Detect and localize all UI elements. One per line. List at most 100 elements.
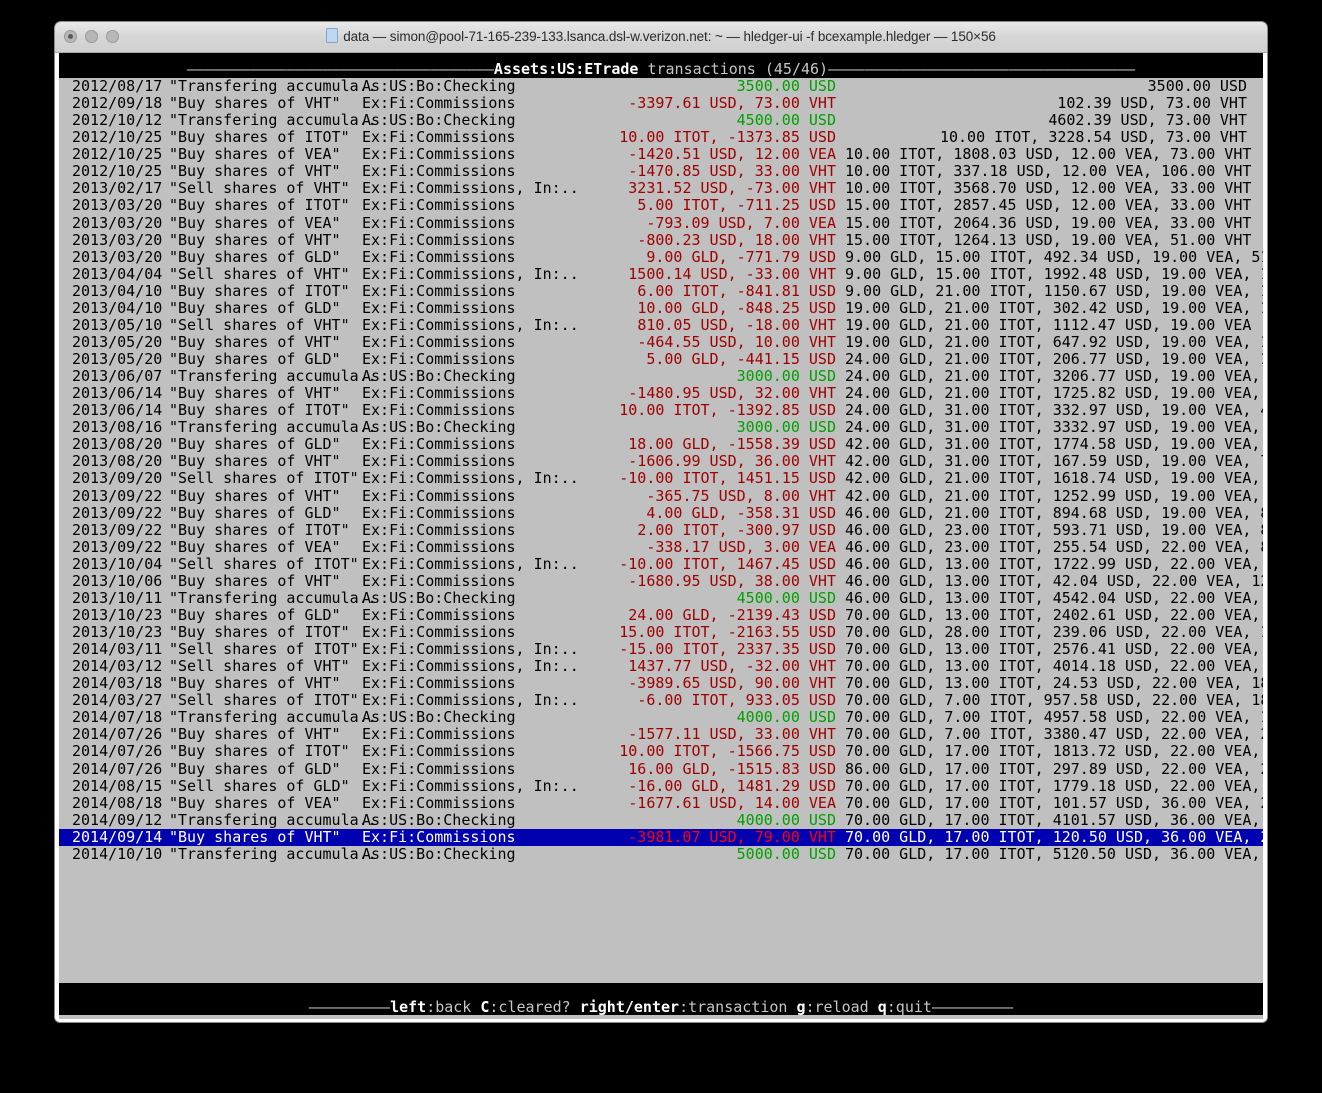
close-button[interactable] <box>64 30 77 43</box>
table-row[interactable]: 2013/02/17 "Sell shares of VHT" Ex:Fi:Comm… <box>59 180 1263 197</box>
table-row[interactable]: 2014/07/26 "Buy shares of ITOT" Ex:Fi:Comm… <box>59 743 1263 760</box>
table-row[interactable]: 2014/07/26 "Buy shares of GLD" Ex:Fi:Commi… <box>59 759 1263 778</box>
table-row[interactable]: 2013/09/22 "Buy shares of VHT" Ex:Fi:Commi… <box>59 487 1263 505</box>
transaction-amount: 3500.00 USD <box>736 77 836 95</box>
table-row[interactable]: 2012/10/25 "Buy shares of VHT" Ex:Fi:Commi… <box>59 163 1263 180</box>
table-row[interactable]: 2013/03/20 "Buy shares of VEA" Ex:Fi:Commi… <box>59 214 1263 232</box>
table-row[interactable]: 2013/04/10 "Buy shares of ITOT" Ex:Fi:Comm… <box>59 281 1263 300</box>
footer-separator <box>571 999 580 1015</box>
table-row[interactable]: 2014/10/10 "Transfering accumula.. As:US:B… <box>59 845 1263 863</box>
table-row[interactable]: 2012/10/25 "Buy shares of ITOT" Ex:Fi:Comm… <box>59 129 1263 146</box>
transaction-description: "Transfering accumula.. <box>169 588 377 607</box>
transaction-description: "Buy shares of ITOT" <box>169 281 350 300</box>
terminal-body: ——————————————————————————————————Assets… <box>55 53 1267 1022</box>
transaction-amount: 10.00 GLD, -848.25 USD <box>637 298 836 317</box>
transaction-amount: -1606.99 USD, 36.00 VHT <box>628 452 836 471</box>
transaction-balance: 70.00 GLD, 17.00 ITOT, 1779.18 USD, 22.0… <box>845 776 1261 795</box>
transaction-account: Ex:Fi:Commissions <box>362 725 516 744</box>
transaction-date: 2014/09/14 <box>72 827 163 846</box>
table-row[interactable]: 2013/09/22 "Buy shares of VEA" Ex:Fi:Commi… <box>59 537 1263 556</box>
transaction-balance: 10.00 ITOT, 1808.03 USD, 12.00 VEA, 73.0… <box>845 145 1252 164</box>
table-row[interactable]: 2013/06/14 "Buy shares of ITOT" Ex:Fi:Comm… <box>59 402 1263 419</box>
transaction-amount: 3231.52 USD, -73.00 VHT <box>628 179 836 198</box>
transaction-account: Ex:Fi:Commissions <box>362 435 516 454</box>
table-row[interactable]: 2013/05/20 "Buy shares of VHT" Ex:Fi:Commi… <box>59 333 1263 351</box>
transaction-date: 2013/02/17 <box>72 179 163 198</box>
table-row[interactable]: 2013/04/04 "Sell shares of VHT" Ex:Fi:Comm… <box>59 265 1263 283</box>
table-row[interactable]: 2013/05/10 "Sell shares of VHT" Ex:Fi:Comm… <box>59 315 1263 334</box>
transaction-date: 2013/08/16 <box>72 418 163 437</box>
window-title: data — simon@pool-71-165-239-133.lsanca.… <box>55 28 1267 44</box>
zoom-button[interactable] <box>106 30 119 43</box>
terminal-screen: ——————————————————————————————————Assets… <box>59 53 1263 1019</box>
transaction-balance: 46.00 GLD, 21.00 ITOT, 894.68 USD, 19.00… <box>845 503 1263 522</box>
transaction-amount: 5.00 ITOT, -711.25 USD <box>637 196 836 215</box>
table-row[interactable]: 2013/10/23 "Buy shares of GLD" Ex:Fi:Commi… <box>59 606 1263 624</box>
transaction-balance: 46.00 GLD, 23.00 ITOT, 255.54 USD, 22.00… <box>845 537 1263 556</box>
table-row[interactable]: 2014/07/18 "Transfering accumula.. As:US:B… <box>59 709 1263 726</box>
transaction-account: As:US:Bo:Checking <box>362 77 516 95</box>
transaction-list[interactable]: 2012/08/17 "Transfering accumula.. As:US:B… <box>59 77 1263 863</box>
footer-action: :cleared? <box>489 999 571 1015</box>
transaction-description: "Buy shares of GLD" <box>169 503 341 522</box>
transaction-description: "Sell shares of VHT" <box>169 179 350 198</box>
table-row[interactable]: 2014/03/11 "Sell shares of ITOT" Ex:Fi:Com… <box>59 640 1263 659</box>
transaction-balance: 46.00 GLD, 23.00 ITOT, 593.71 USD, 19.00… <box>845 520 1263 539</box>
transaction-amount: 810.05 USD, -18.00 VHT <box>637 315 836 334</box>
table-row[interactable]: 2014/03/18 "Buy shares of VHT" Ex:Fi:Commi… <box>59 675 1263 692</box>
transaction-date: 2014/07/18 <box>72 708 163 727</box>
transaction-amount: 16.00 GLD, -1515.83 USD <box>628 759 836 778</box>
table-row[interactable]: 2013/03/20 "Buy shares of VHT" Ex:Fi:Commi… <box>59 231 1263 249</box>
transaction-balance: 24.00 GLD, 21.00 ITOT, 206.77 USD, 19.00… <box>845 350 1263 368</box>
transaction-balance: 10.00 ITOT, 337.18 USD, 12.00 VEA, 106.0… <box>845 162 1252 181</box>
table-row[interactable]: 2014/09/14 "Buy shares of VHT" Ex:Fi:Commi… <box>59 827 1263 846</box>
minimize-button[interactable] <box>85 30 98 43</box>
transaction-balance: 24.00 GLD, 31.00 ITOT, 332.97 USD, 19.00… <box>845 401 1263 420</box>
table-row[interactable]: 2014/03/27 "Sell shares of ITOT" Ex:Fi:Com… <box>59 692 1263 709</box>
table-row[interactable]: 2013/10/04 "Sell shares of ITOT" Ex:Fi:Com… <box>59 554 1263 573</box>
transaction-amount: -1680.95 USD, 38.00 VHT <box>628 571 836 590</box>
table-row[interactable]: 2013/08/20 "Buy shares of GLD" Ex:Fi:Commi… <box>59 436 1263 453</box>
table-row[interactable]: 2013/10/23 "Buy shares of ITOT" Ex:Fi:Comm… <box>59 623 1263 641</box>
table-row[interactable]: 2012/10/25 "Buy shares of VEA" Ex:Fi:Commi… <box>59 146 1263 163</box>
table-row[interactable]: 2014/09/12 "Transfering accumula.. As:US:B… <box>59 811 1263 829</box>
table-row[interactable]: 2013/09/22 "Buy shares of ITOT" Ex:Fi:Comm… <box>59 520 1263 539</box>
transaction-account: Ex:Fi:Commissions <box>362 623 516 641</box>
table-row[interactable]: 2013/10/11 "Transfering accumula.. As:US:B… <box>59 588 1263 607</box>
table-row[interactable]: 2013/06/14 "Buy shares of VHT" Ex:Fi:Commi… <box>59 385 1263 402</box>
table-row[interactable]: 2012/08/17 "Transfering accumula.. As:US:B… <box>59 77 1263 95</box>
transaction-date: 2014/07/26 <box>72 742 163 761</box>
table-row[interactable]: 2013/10/06 "Buy shares of VHT" Ex:Fi:Commi… <box>59 571 1263 590</box>
table-row[interactable]: 2013/06/07 "Transfering accumula.. As:US:B… <box>59 367 1263 385</box>
transaction-date: 2014/03/27 <box>72 691 163 710</box>
window-titlebar[interactable]: data — simon@pool-71-165-239-133.lsanca.… <box>55 22 1267 53</box>
transaction-account: Ex:Fi:Commissions <box>362 298 516 317</box>
table-row[interactable]: 2013/03/20 "Buy shares of ITOT" Ex:Fi:Comm… <box>59 197 1263 214</box>
footer-action: :quit <box>886 999 932 1015</box>
transaction-description: "Buy shares of VHT" <box>169 94 341 113</box>
traffic-light-group <box>64 30 119 43</box>
table-row[interactable]: 2014/03/12 "Sell shares of VHT" Ex:Fi:Comm… <box>59 658 1263 675</box>
transaction-description: "Buy shares of ITOT" <box>169 128 350 147</box>
status-bar: —————————left:back C:cleared? right/ente… <box>59 999 1263 1015</box>
table-row[interactable]: 2013/05/20 "Buy shares of GLD" Ex:Fi:Commi… <box>59 350 1263 368</box>
transaction-amount: -1480.95 USD, 32.00 VHT <box>628 384 836 403</box>
transaction-description: "Transfering accumula.. <box>169 77 377 95</box>
table-row[interactable]: 2013/04/10 "Buy shares of GLD" Ex:Fi:Commi… <box>59 298 1263 317</box>
table-row[interactable]: 2014/08/15 "Sell shares of GLD" Ex:Fi:Comm… <box>59 776 1263 795</box>
transaction-description: "Sell shares of ITOT" <box>169 554 359 573</box>
table-row[interactable]: 2013/09/22 "Buy shares of GLD" Ex:Fi:Commi… <box>59 503 1263 522</box>
table-row[interactable]: 2014/08/18 "Buy shares of VEA" Ex:Fi:Commi… <box>59 794 1263 812</box>
table-row[interactable]: 2013/08/16 "Transfering accumula.. As:US:B… <box>59 419 1263 436</box>
transaction-amount: 4000.00 USD <box>736 708 836 727</box>
table-row[interactable]: 2012/10/12 "Transfering accumula.. As:US:B… <box>59 112 1263 129</box>
transaction-balance: 24.00 GLD, 21.00 ITOT, 1725.82 USD, 19.0… <box>845 384 1261 403</box>
table-row[interactable]: 2012/09/18 "Buy shares of VHT" Ex:Fi:Commi… <box>59 94 1263 113</box>
transaction-amount: 1437.77 USD, -32.00 VHT <box>628 657 836 676</box>
transaction-date: 2013/03/20 <box>72 247 163 266</box>
table-row[interactable]: 2013/08/20 "Buy shares of VHT" Ex:Fi:Commi… <box>59 453 1263 470</box>
table-row[interactable]: 2013/03/20 "Buy shares of GLD" Ex:Fi:Commi… <box>59 247 1263 266</box>
transaction-account: Ex:Fi:Commissions, In:.. <box>362 640 579 659</box>
table-row[interactable]: 2014/07/26 "Buy shares of VHT" Ex:Fi:Commi… <box>59 726 1263 743</box>
table-row[interactable]: 2013/09/20 "Sell shares of ITOT" Ex:Fi:Com… <box>59 470 1263 487</box>
